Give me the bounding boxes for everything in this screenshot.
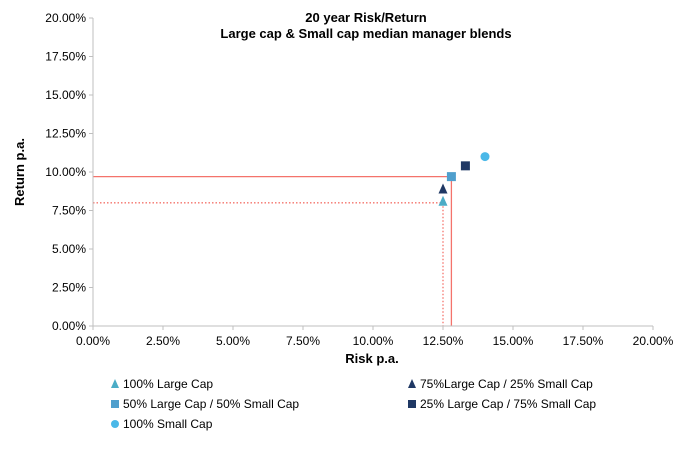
x-tick-label: 15.00% xyxy=(493,334,534,348)
x-tick-label: 20.00% xyxy=(633,334,674,348)
y-tick-label: 2.50% xyxy=(52,281,86,295)
x-axis-title: Risk p.a. xyxy=(345,351,398,366)
legend-label: 25% Large Cap / 75% Small Cap xyxy=(420,397,596,411)
x-tick-label: 12.50% xyxy=(423,334,464,348)
y-tick-label: 15.00% xyxy=(45,88,86,102)
y-axis-ticks: 0.00% 2.50% 5.00% 7.50% 10.00% 12.50% 15.00% 17… xyxy=(45,11,93,333)
y-axis-title: Return p.a. xyxy=(12,138,27,206)
y-tick-label: 5.00% xyxy=(52,242,86,256)
y-tick-label: 20.00% xyxy=(45,11,86,25)
legend: 100% Large Cap 75%Large Cap / 25% Small C… xyxy=(111,377,596,431)
x-axis-ticks: 0.00% 2.50% 5.00% 7.50% 10.00% 12.50% 15.00% 17… xyxy=(76,326,674,348)
data-point xyxy=(438,195,448,206)
x-tick-label: 5.00% xyxy=(216,334,250,348)
legend-marker xyxy=(111,400,119,408)
y-tick-label: 7.50% xyxy=(52,204,86,218)
legend-label: 100% Large Cap xyxy=(123,377,213,391)
legend-marker xyxy=(408,400,416,408)
chart-title-line-1: 20 year Risk/Return xyxy=(305,10,426,25)
data-point xyxy=(438,183,448,194)
legend-marker xyxy=(111,420,119,428)
data-point xyxy=(480,152,490,162)
data-points xyxy=(438,152,490,206)
data-point xyxy=(460,161,470,171)
x-tick-label: 7.50% xyxy=(286,334,320,348)
y-tick-label: 17.50% xyxy=(45,50,86,64)
y-tick-label: 0.00% xyxy=(52,319,86,333)
legend-label: 100% Small Cap xyxy=(123,417,213,431)
reference-lines xyxy=(93,175,453,326)
y-tick-label: 10.00% xyxy=(45,165,86,179)
legend-label: 50% Large Cap / 50% Small Cap xyxy=(123,397,299,411)
data-point xyxy=(446,172,456,182)
legend-marker xyxy=(111,379,119,388)
x-tick-label: 0.00% xyxy=(76,334,110,348)
x-tick-label: 10.00% xyxy=(353,334,394,348)
chart-title-line-2: Large cap & Small cap median manager ble… xyxy=(220,26,511,41)
x-tick-label: 17.50% xyxy=(563,334,604,348)
y-tick-label: 12.50% xyxy=(45,127,86,141)
x-tick-label: 2.50% xyxy=(146,334,180,348)
legend-label: 75%Large Cap / 25% Small Cap xyxy=(420,377,593,391)
legend-marker xyxy=(408,379,416,388)
